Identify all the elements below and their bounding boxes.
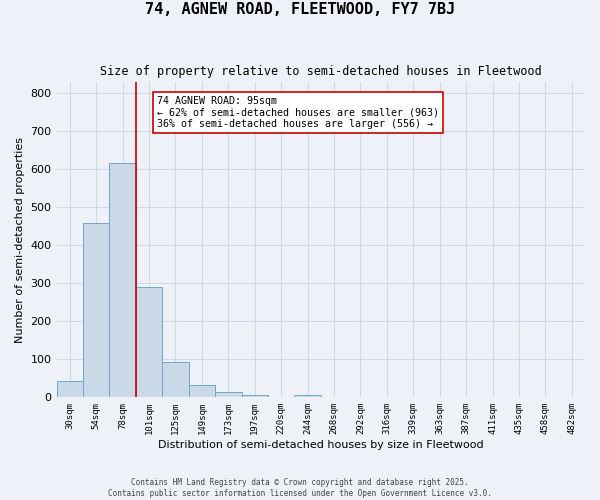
- Bar: [109, 163, 136, 398]
- Bar: [56, 380, 83, 398]
- Bar: [83, 223, 109, 398]
- Bar: [188, 385, 215, 398]
- Title: Size of property relative to semi-detached houses in Fleetwood: Size of property relative to semi-detach…: [100, 65, 542, 78]
- Text: 74 AGNEW ROAD: 95sqm
← 62% of semi-detached houses are smaller (963)
36% of semi: 74 AGNEW ROAD: 95sqm ← 62% of semi-detac…: [157, 96, 439, 130]
- Bar: [136, 287, 162, 398]
- Bar: [242, 394, 268, 398]
- Text: 74, AGNEW ROAD, FLEETWOOD, FY7 7BJ: 74, AGNEW ROAD, FLEETWOOD, FY7 7BJ: [145, 2, 455, 18]
- X-axis label: Distribution of semi-detached houses by size in Fleetwood: Distribution of semi-detached houses by …: [158, 440, 484, 450]
- Text: Contains HM Land Registry data © Crown copyright and database right 2025.
Contai: Contains HM Land Registry data © Crown c…: [108, 478, 492, 498]
- Bar: [162, 362, 188, 398]
- Bar: [295, 394, 321, 398]
- Y-axis label: Number of semi-detached properties: Number of semi-detached properties: [15, 136, 25, 342]
- Bar: [215, 392, 242, 398]
